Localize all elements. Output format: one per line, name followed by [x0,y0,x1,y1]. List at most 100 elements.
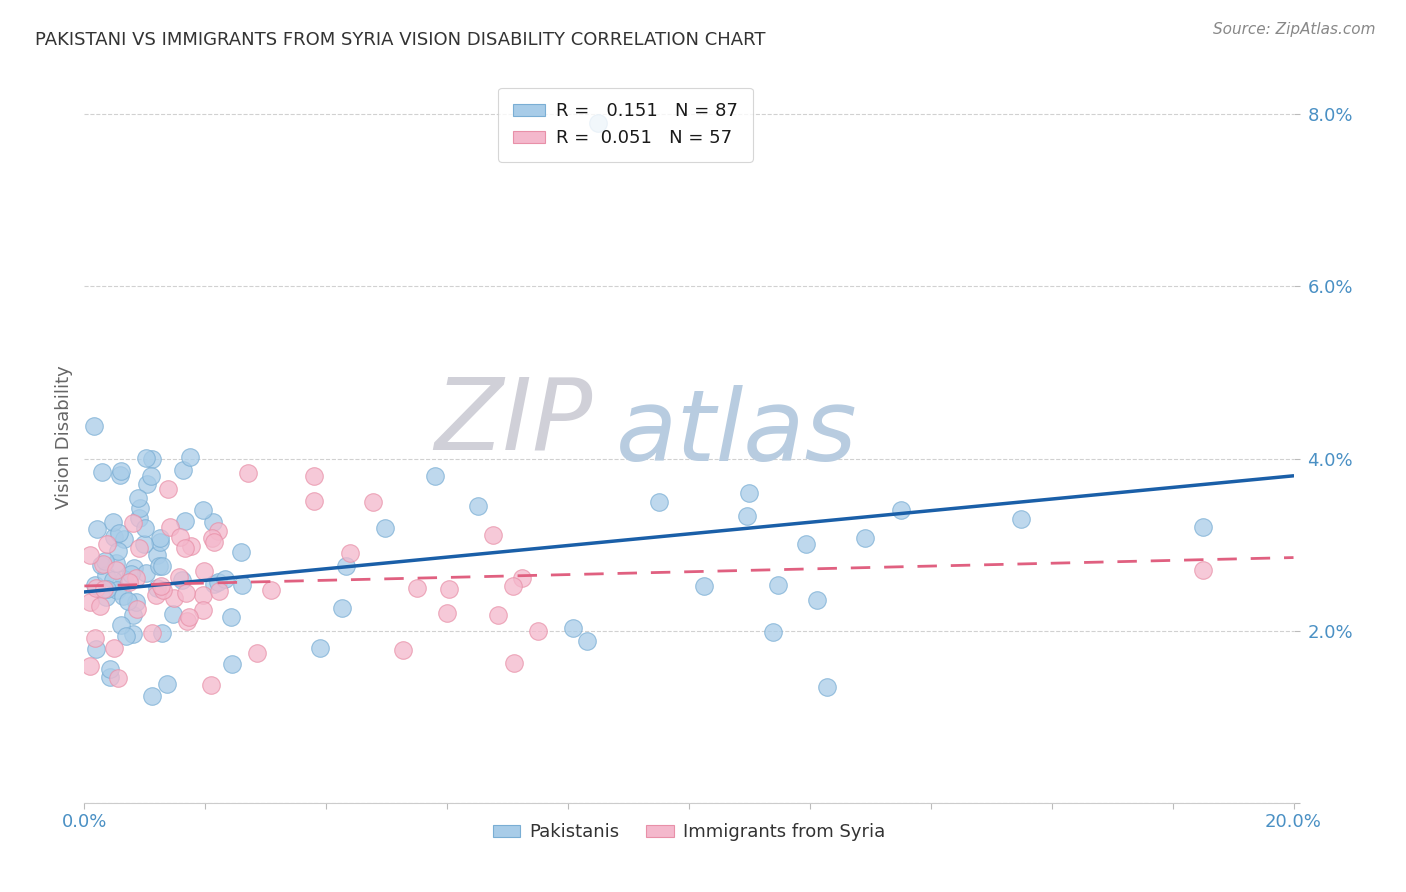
Point [96,537,118,551]
Point [193,502,215,516]
Point [1192,520,1215,534]
Text: PAKISTANI VS IMMIGRANTS FROM SYRIA VISION DISABILITY CORRELATION CHART: PAKISTANI VS IMMIGRANTS FROM SYRIA VISIO… [35,31,766,49]
Point [219,610,242,624]
Point [201,532,224,546]
Point [79,659,101,673]
Point [150,558,173,573]
Point [853,531,876,545]
Point [335,559,357,574]
Point [122,516,145,531]
Point [176,614,198,628]
Point [648,494,671,508]
Point [200,678,222,692]
Point [159,519,181,533]
Point [141,469,163,483]
Point [148,559,170,574]
Text: atlas: atlas [616,385,858,482]
Point [84,631,107,645]
Point [309,641,332,656]
Point [149,531,172,545]
Point [98,670,121,684]
Point [738,486,761,500]
Point [162,607,184,621]
Point [127,491,149,506]
Point [260,583,283,598]
Point [118,574,141,589]
Point [302,494,325,508]
Point [815,680,838,694]
Point [148,534,170,549]
Point [170,573,193,587]
Point [191,588,214,602]
Point [107,525,129,540]
Point [134,521,156,535]
Point [141,625,163,640]
Point [207,524,229,538]
Point [107,544,129,558]
Point [125,571,148,585]
Point [93,582,115,596]
Point [150,579,173,593]
Point [112,572,135,586]
Point [172,463,194,477]
Point [467,500,489,514]
Point [104,563,127,577]
Point [96,582,118,597]
Point [391,642,413,657]
Point [112,533,135,547]
Point [94,553,117,567]
Text: Source: ZipAtlas.com: Source: ZipAtlas.com [1212,22,1375,37]
Point [423,468,446,483]
Point [502,578,524,592]
Point [330,601,353,615]
Point [150,626,173,640]
Point [83,418,105,433]
Point [1011,512,1033,526]
Point [193,565,215,579]
Point [231,545,253,559]
Point [96,567,118,582]
Point [112,589,135,603]
Y-axis label: Vision Disability: Vision Disability [55,365,73,509]
Point [135,476,157,491]
Point [145,589,167,603]
Point [124,561,146,575]
Point [191,602,214,616]
Point [177,610,200,624]
Point [110,464,132,478]
Point [141,689,163,703]
Point [201,516,224,530]
Point [562,621,585,635]
Point [214,572,236,586]
Point [141,452,163,467]
Point [207,583,229,598]
Point [527,624,550,638]
Point [238,466,260,480]
Point [146,549,169,563]
Point [98,662,121,676]
Point [90,558,112,573]
Point [128,510,150,524]
Point [105,583,128,598]
Point [173,514,195,528]
Point [83,578,105,592]
Point [510,571,533,585]
Point [162,591,184,605]
Point [86,522,108,536]
Point [125,601,148,615]
Point [135,566,157,581]
Point [502,657,524,671]
Point [128,541,150,556]
Point [121,608,143,623]
Point [156,676,179,690]
Point [762,624,785,639]
Point [135,451,157,466]
Point [110,618,132,632]
Point [207,575,229,590]
Point [146,581,169,595]
Point [120,566,142,581]
Point [437,582,460,596]
Point [406,581,429,595]
Point [107,671,129,685]
Point [108,468,131,483]
